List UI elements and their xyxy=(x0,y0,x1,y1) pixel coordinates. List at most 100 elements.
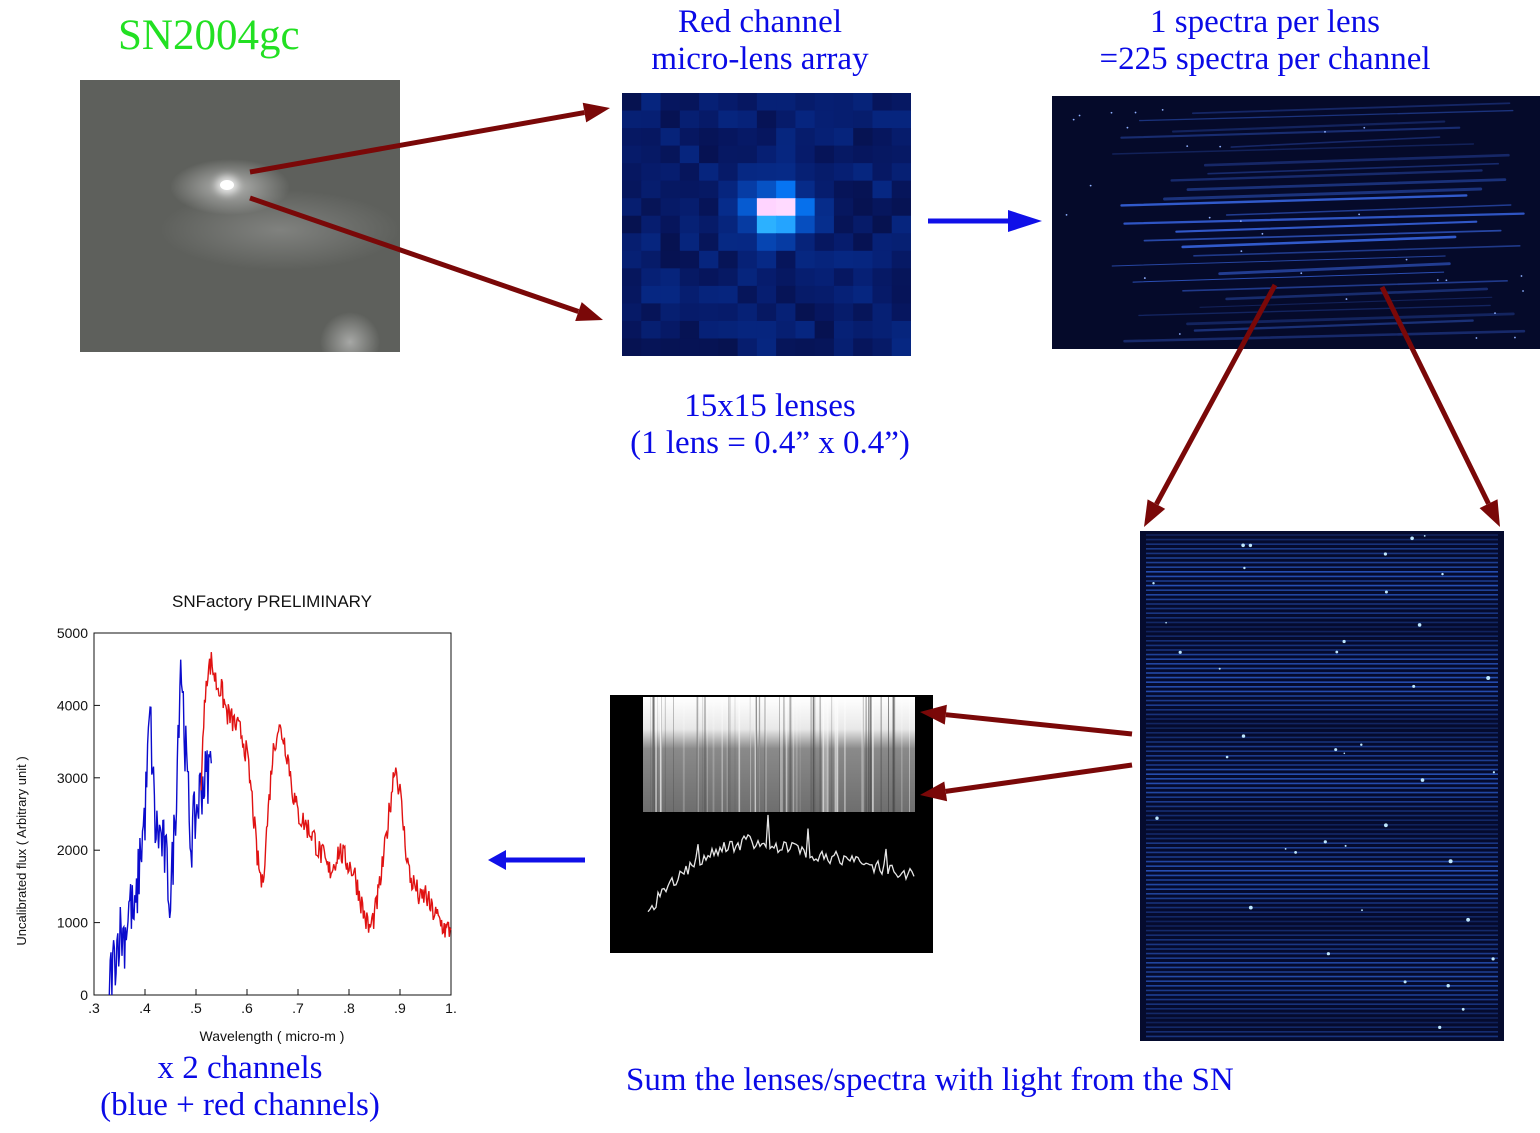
arrow-galaxy-to-lens-bottom-head xyxy=(575,302,603,321)
lens-cell xyxy=(776,93,796,112)
lens-cell xyxy=(872,320,893,339)
lens-cell xyxy=(660,268,681,287)
lens-cell xyxy=(679,145,700,164)
cosmic-ray-dot xyxy=(1384,590,1388,594)
lens-cell xyxy=(853,215,873,234)
lens-cell xyxy=(699,338,719,356)
cosmic-ray-dot xyxy=(1243,566,1246,570)
lens-cell xyxy=(718,338,739,356)
lens-cell xyxy=(814,93,835,112)
cosmic-ray-dot xyxy=(1438,1025,1442,1029)
noise-dot xyxy=(1089,184,1092,187)
lens-cell xyxy=(756,93,777,112)
arrow-spectra-to-detector-right-head xyxy=(1479,499,1500,527)
lens-cell xyxy=(833,198,854,217)
y-tick-label: 4000 xyxy=(57,697,88,713)
lens-cell xyxy=(737,338,758,356)
lens-cell xyxy=(891,198,911,217)
lens-cell xyxy=(891,215,911,234)
lens-cell xyxy=(814,110,835,129)
lens-cell xyxy=(679,303,700,322)
lens-cell xyxy=(641,285,662,304)
lens-cell xyxy=(699,145,719,164)
lenses-count-label: 15x15 lenses (1 lens = 0.4” x 0.4”) xyxy=(580,388,960,462)
lens-cell xyxy=(737,93,758,112)
lens-cell xyxy=(641,268,662,287)
lens-cell xyxy=(891,110,911,129)
cosmic-ray-dot xyxy=(1492,771,1495,774)
noise-dot xyxy=(1520,275,1523,277)
lens-cell xyxy=(795,93,816,112)
lens-cell xyxy=(641,163,662,182)
lens-cell xyxy=(833,128,854,147)
lens-cell xyxy=(891,320,911,339)
lens-cell xyxy=(699,128,719,147)
lens-cell xyxy=(872,285,893,304)
lens-cell xyxy=(795,163,816,182)
lens-cell xyxy=(814,338,835,356)
spectrum-streak xyxy=(1171,120,1446,133)
lens-cell xyxy=(872,303,893,322)
lens-cell xyxy=(814,320,835,339)
cosmic-ray-dot xyxy=(1410,536,1414,541)
spectra-per-lens-line1: 1 spectra per lens xyxy=(1150,4,1380,40)
lens-cell xyxy=(872,338,893,356)
lens-cell xyxy=(660,233,681,252)
spectra-per-lens-label: 1 spectra per lens =225 spectra per chan… xyxy=(1045,4,1485,78)
lens-cell xyxy=(660,145,681,164)
lens-cell xyxy=(679,215,700,234)
lens-cell xyxy=(756,215,777,234)
lens-cell xyxy=(872,128,893,147)
lens-cell xyxy=(891,163,911,182)
lens-cell xyxy=(699,198,719,217)
detector-spectra-image xyxy=(1140,531,1504,1041)
spectrum-streak xyxy=(1123,212,1525,225)
lens-cell xyxy=(737,215,758,234)
lens-cell xyxy=(737,180,758,199)
x-tick-label: .3 xyxy=(88,1000,100,1016)
lens-cell xyxy=(756,303,777,322)
lens-cell xyxy=(679,233,700,252)
spectra-per-lens-line2: =225 spectra per channel xyxy=(1099,40,1431,77)
lens-cell xyxy=(833,250,854,269)
lens-cell xyxy=(795,180,816,199)
cosmic-ray-dot xyxy=(1403,980,1407,984)
cosmic-ray-dot xyxy=(1446,984,1450,988)
lens-cell xyxy=(776,338,796,356)
noise-dot xyxy=(1261,232,1264,235)
noise-dot xyxy=(1405,258,1408,261)
lens-cell xyxy=(660,128,681,147)
noise-dot xyxy=(1078,114,1081,117)
lens-cell xyxy=(756,198,777,217)
lens-cell xyxy=(622,233,642,252)
cosmic-ray-dot xyxy=(1334,748,1338,752)
x-tick-label: .9 xyxy=(394,1000,406,1016)
spectrum-streak xyxy=(1203,153,1510,167)
spectrum-streak xyxy=(1120,126,1461,139)
lens-cell xyxy=(853,233,873,252)
cosmic-ray-dot xyxy=(1412,684,1416,688)
lens-cell xyxy=(718,215,739,234)
arrow-galaxy-to-lens-top-head xyxy=(582,102,610,123)
y-tick-label: 5000 xyxy=(57,625,88,641)
cosmic-ray-dot xyxy=(1491,957,1495,961)
cosmic-ray-dot xyxy=(1241,734,1246,738)
noise-dot xyxy=(1475,337,1478,339)
red-channel-series xyxy=(200,652,452,938)
lens-cell xyxy=(833,268,854,287)
lens-cell xyxy=(737,320,758,339)
lens-cell xyxy=(853,320,873,339)
lens-cell xyxy=(737,145,758,164)
lens-cell xyxy=(853,163,873,182)
lens-cell xyxy=(795,128,816,147)
lens-cell xyxy=(641,320,662,339)
lens-cell xyxy=(756,338,777,356)
lens-cell xyxy=(679,93,700,112)
lens-cell xyxy=(660,180,681,199)
lens-cell xyxy=(718,163,739,182)
lens-cell xyxy=(776,145,796,164)
chart-x-axis-label: Wavelength ( micro-m ) xyxy=(200,1028,345,1044)
lens-cell xyxy=(622,128,642,147)
cosmic-ray-dot xyxy=(1461,1007,1465,1011)
lens-cell xyxy=(699,93,719,112)
